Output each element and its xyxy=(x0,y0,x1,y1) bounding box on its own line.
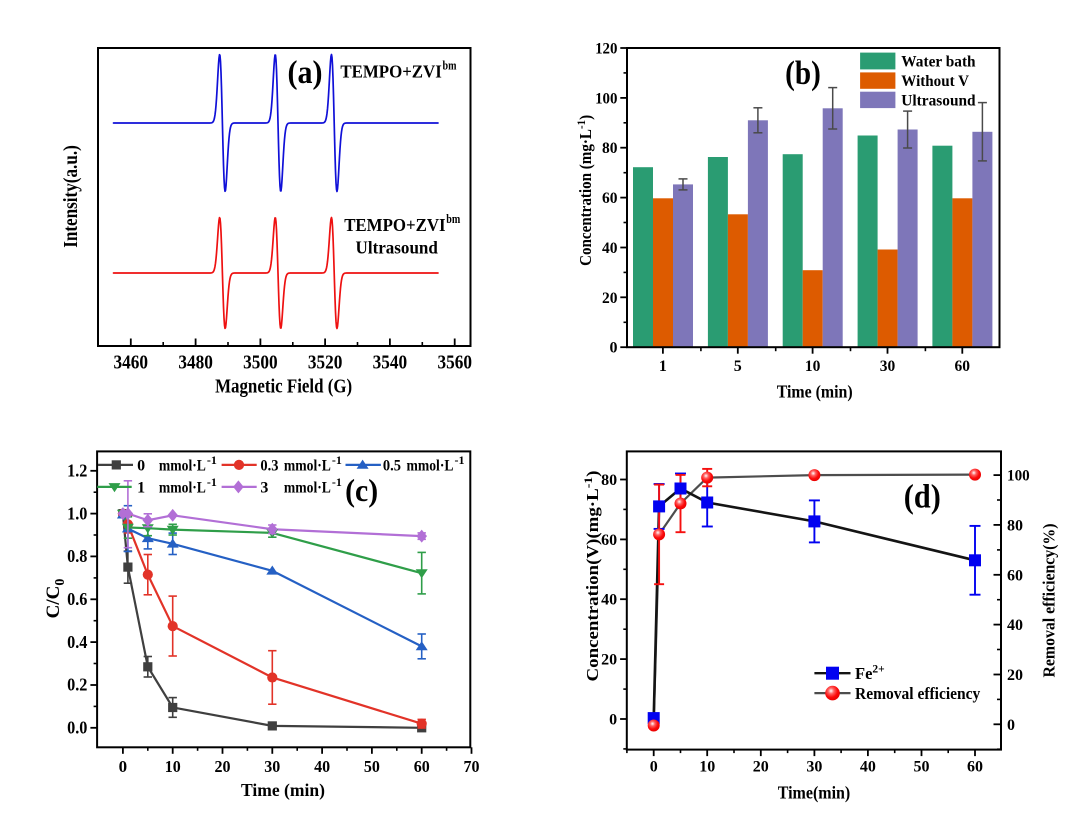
svg-text:50: 50 xyxy=(914,758,930,775)
svg-text:0.3: 0.3 xyxy=(260,458,278,475)
svg-text:0.5: 0.5 xyxy=(383,458,401,475)
svg-text:0: 0 xyxy=(137,458,145,475)
svg-text:Time(min): Time(min) xyxy=(778,783,851,803)
svg-text:TEMPO+ZVI: TEMPO+ZVI xyxy=(340,61,441,81)
svg-text:0: 0 xyxy=(119,757,128,776)
svg-text:mmol·L: mmol·L xyxy=(284,480,331,497)
svg-text:60: 60 xyxy=(1007,567,1023,584)
svg-text:mmol·L: mmol·L xyxy=(159,458,206,475)
svg-text:80: 80 xyxy=(1007,517,1023,534)
svg-text:20: 20 xyxy=(753,758,769,775)
svg-text:30: 30 xyxy=(806,758,822,775)
svg-text:Removal efficiency(%): Removal efficiency(%) xyxy=(1040,524,1059,678)
svg-text:Water bath: Water bath xyxy=(901,54,976,71)
svg-text:100: 100 xyxy=(595,90,617,107)
svg-text:40: 40 xyxy=(314,757,330,776)
svg-text:Time (min): Time (min) xyxy=(241,780,325,801)
svg-text:60: 60 xyxy=(967,758,983,775)
svg-text:20: 20 xyxy=(1007,667,1023,684)
svg-text:0.8: 0.8 xyxy=(67,546,87,566)
svg-text:50: 50 xyxy=(364,757,380,776)
svg-text:10: 10 xyxy=(805,358,821,375)
svg-text:0: 0 xyxy=(1007,717,1015,734)
svg-text:60: 60 xyxy=(602,190,618,207)
svg-text:0.2: 0.2 xyxy=(67,675,87,695)
svg-text:-1: -1 xyxy=(207,455,217,467)
svg-text:3560: 3560 xyxy=(437,352,472,374)
svg-text:3460: 3460 xyxy=(114,352,149,374)
svg-text:0: 0 xyxy=(609,712,617,729)
svg-text:bm: bm xyxy=(443,59,457,73)
svg-text:Concentration(V)(mg·L-1): Concentration(V)(mg·L-1) xyxy=(581,471,602,682)
svg-text:-1: -1 xyxy=(207,477,217,489)
svg-text:Concentration (mg·L-1): Concentration (mg·L-1) xyxy=(574,115,595,266)
svg-text:-1: -1 xyxy=(332,477,342,489)
svg-text:(a): (a) xyxy=(288,55,323,91)
svg-text:(b): (b) xyxy=(785,55,821,92)
svg-text:10: 10 xyxy=(165,757,181,776)
svg-text:bm: bm xyxy=(446,212,460,226)
svg-text:5: 5 xyxy=(734,358,742,375)
svg-text:30: 30 xyxy=(264,757,280,776)
svg-text:3480: 3480 xyxy=(178,352,213,374)
svg-text:mmol·L: mmol·L xyxy=(407,458,454,475)
svg-text:Ultrasound: Ultrasound xyxy=(356,237,438,257)
svg-text:40: 40 xyxy=(601,592,617,609)
svg-text:(c): (c) xyxy=(345,472,378,508)
svg-text:80: 80 xyxy=(602,140,618,157)
svg-text:1: 1 xyxy=(659,358,667,375)
svg-text:3520: 3520 xyxy=(308,352,343,374)
svg-text:0.4: 0.4 xyxy=(67,632,87,652)
svg-text:60: 60 xyxy=(601,532,617,549)
svg-text:40: 40 xyxy=(860,758,876,775)
svg-text:120: 120 xyxy=(595,41,617,58)
svg-text:TEMPO+ZVI: TEMPO+ZVI xyxy=(344,215,445,235)
svg-text:Magnetic Field (G): Magnetic Field (G) xyxy=(215,376,352,398)
svg-text:(d): (d) xyxy=(904,478,941,515)
svg-text:3: 3 xyxy=(260,480,268,497)
svg-text:20: 20 xyxy=(601,652,617,669)
svg-text:40: 40 xyxy=(1007,617,1023,634)
svg-text:0.0: 0.0 xyxy=(67,718,87,738)
svg-text:40: 40 xyxy=(602,240,618,257)
svg-text:1.2: 1.2 xyxy=(67,461,87,481)
svg-text:Time (min): Time (min) xyxy=(777,382,853,402)
svg-text:3500: 3500 xyxy=(243,352,278,374)
svg-text:-1: -1 xyxy=(455,455,465,467)
svg-text:80: 80 xyxy=(601,472,617,489)
svg-text:mmol·L: mmol·L xyxy=(284,458,331,475)
svg-text:0: 0 xyxy=(610,340,618,357)
svg-text:10: 10 xyxy=(699,758,715,775)
svg-text:20: 20 xyxy=(602,290,618,307)
svg-text:0: 0 xyxy=(650,758,658,775)
svg-text:20: 20 xyxy=(215,757,231,776)
svg-text:30: 30 xyxy=(880,358,896,375)
svg-text:3540: 3540 xyxy=(373,352,408,374)
svg-text:-1: -1 xyxy=(332,455,342,467)
svg-text:60: 60 xyxy=(414,757,430,776)
svg-text:mmol·L: mmol·L xyxy=(159,480,206,497)
svg-text:100: 100 xyxy=(1007,468,1030,485)
svg-text:70: 70 xyxy=(464,757,480,776)
svg-text:1: 1 xyxy=(137,480,145,497)
svg-text:0.6: 0.6 xyxy=(67,589,87,609)
svg-text:1.0: 1.0 xyxy=(67,503,87,523)
svg-text:60: 60 xyxy=(955,358,971,375)
svg-text:Without V: Without V xyxy=(901,73,969,90)
svg-text:Intensity(a.u.): Intensity(a.u.) xyxy=(61,145,82,248)
svg-text:Removal efficiency: Removal efficiency xyxy=(855,684,981,703)
svg-text:Ultrasound: Ultrasound xyxy=(901,93,976,110)
